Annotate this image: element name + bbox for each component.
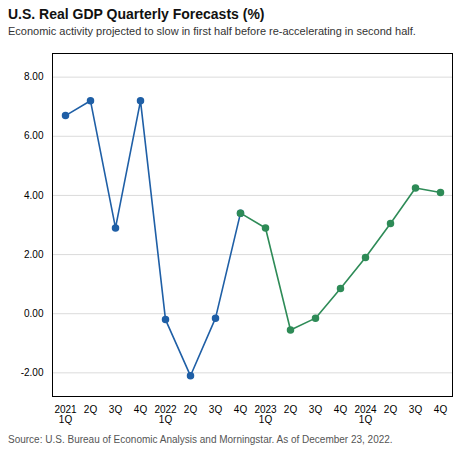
html-text:Economic activity projected to: Economic activity projected to slow in f…: [8, 25, 416, 37]
svg-text:2Q: 2Q: [84, 403, 98, 414]
svg-text:-2.00: -2.00: [21, 367, 44, 378]
svg-text:2Q: 2Q: [184, 403, 198, 414]
html-text:Source: U.S. Bureau of Economi: Source: U.S. Bureau of Economic Analysis…: [8, 433, 393, 445]
svg-text:2Q: 2Q: [284, 403, 298, 414]
svg-text:0.00: 0.00: [24, 308, 44, 319]
svg-text:6.00: 6.00: [24, 130, 44, 141]
svg-text:4Q: 4Q: [434, 403, 448, 414]
svg-text:20231Q: 20231Q: [254, 403, 277, 424]
svg-text:3Q: 3Q: [209, 403, 223, 414]
svg-text:20221Q: 20221Q: [154, 403, 177, 424]
html-text:U.S. Real GDP Quarterly Foreca: U.S. Real GDP Quarterly Forecasts (%): [8, 6, 265, 22]
svg-text:20241Q: 20241Q: [354, 403, 377, 424]
svg-text:3Q: 3Q: [109, 403, 123, 414]
svg-text:20211Q: 20211Q: [54, 403, 77, 424]
svg-text:3Q: 3Q: [309, 403, 323, 414]
svg-text:8.00: 8.00: [24, 71, 44, 82]
svg-text:4Q: 4Q: [134, 403, 148, 414]
svg-text:4Q: 4Q: [334, 403, 348, 414]
svg-text:3Q: 3Q: [409, 403, 423, 414]
svg-text:2.00: 2.00: [24, 249, 44, 260]
svg-text:4.00: 4.00: [24, 189, 44, 200]
svg-text:2Q: 2Q: [384, 403, 398, 414]
svg-text:4Q: 4Q: [234, 403, 248, 414]
